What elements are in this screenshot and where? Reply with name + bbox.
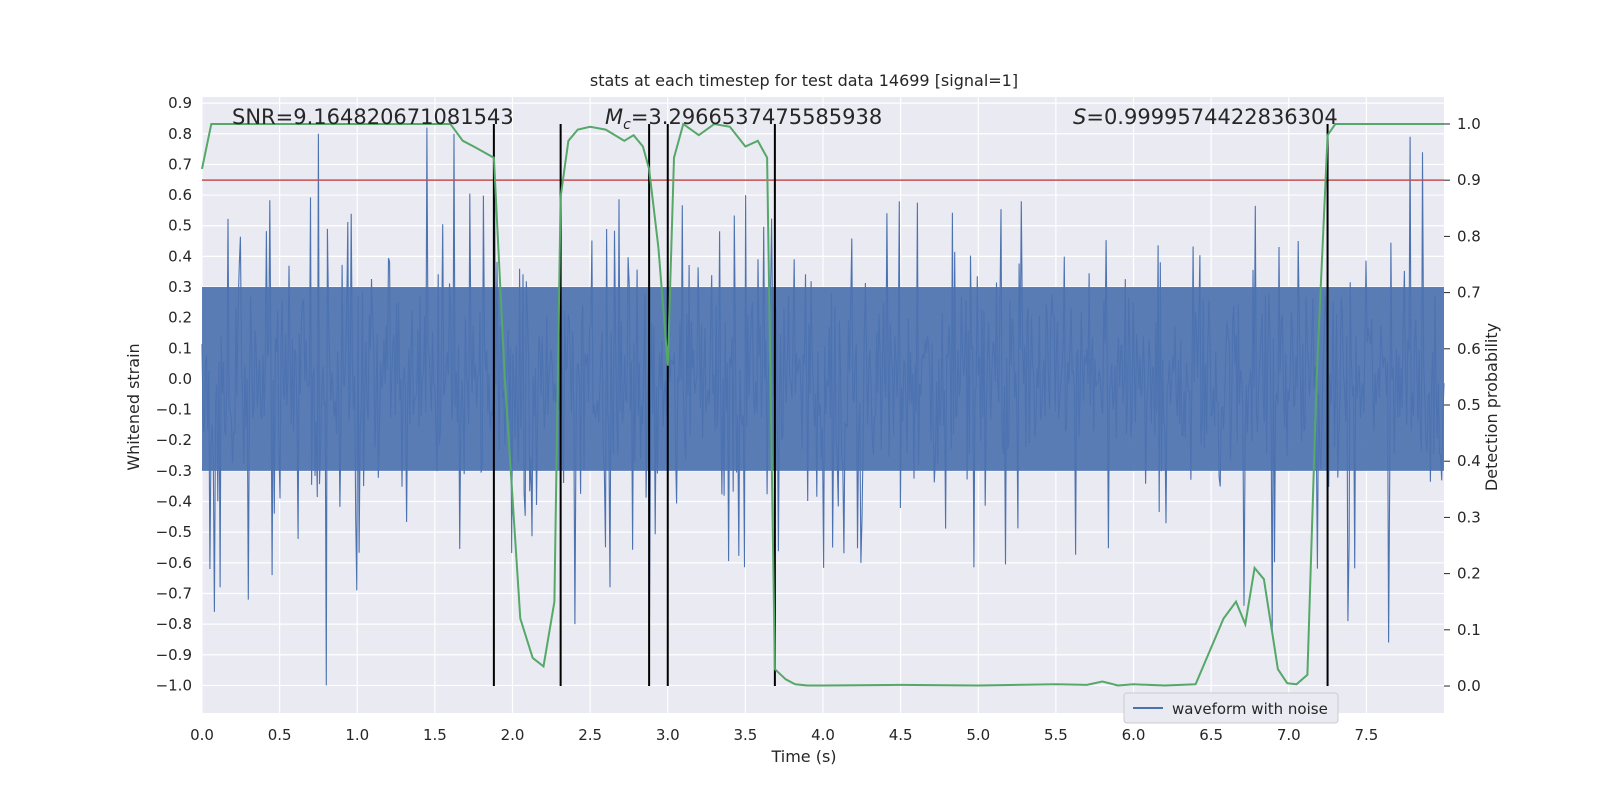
x-tick-label: 7.5: [1354, 726, 1378, 744]
waveform-dense-band: [202, 287, 1444, 471]
x-tick-label: 4.0: [811, 726, 835, 744]
x-tick-label: 4.5: [889, 726, 913, 744]
y2-tick-label: 0.8: [1457, 227, 1481, 245]
y2-tick-label: 0.5: [1457, 396, 1481, 414]
mc-subscript: c: [623, 117, 631, 133]
y-tick-label: −0.1: [156, 401, 192, 419]
chart-title: stats at each timestep for test data 146…: [590, 71, 1018, 90]
y2-tick-label: 0.2: [1457, 565, 1481, 583]
y2-tick-label: 0.6: [1457, 340, 1481, 358]
y-tick-label: 0.4: [168, 247, 192, 265]
y-tick-label: 0.3: [168, 278, 192, 296]
mc-symbol: M: [605, 105, 623, 129]
y-tick-label: 0.8: [168, 125, 192, 143]
chirp-mass-annotation: Mc=3.2966537475585938: [605, 105, 882, 133]
legend: waveform with noise: [1123, 692, 1339, 724]
x-tick-label: 3.0: [656, 726, 680, 744]
x-tick-label: 6.0: [1122, 726, 1146, 744]
y-tick-label: −0.3: [156, 462, 192, 480]
y-tick-label: 0.6: [168, 186, 192, 204]
y2-tick-label: 0.1: [1457, 621, 1481, 639]
y2-axis-label: Detection probability: [1482, 323, 1501, 491]
y-tick-label: 0.2: [168, 309, 192, 327]
legend-label: waveform with noise: [1172, 700, 1328, 718]
x-tick-label: 2.0: [501, 726, 525, 744]
y-tick-label: 0.1: [168, 339, 192, 357]
x-tick-label: 0.0: [190, 726, 214, 744]
y-axis-label: Whitened strain: [124, 343, 143, 470]
x-axis-label: Time (s): [770, 747, 836, 766]
x-tick-label: 2.5: [578, 726, 602, 744]
y-tick-label: −0.4: [156, 493, 192, 511]
x-tick-label: 1.5: [423, 726, 447, 744]
x-tick-label: 3.5: [733, 726, 757, 744]
y-tick-label: −0.8: [156, 615, 192, 633]
x-tick-label: 1.0: [345, 726, 369, 744]
x-tick-label: 0.5: [268, 726, 292, 744]
y2-tick-label: 0.0: [1457, 677, 1481, 695]
y2-tick-label: 0.3: [1457, 508, 1481, 526]
y-tick-label: −0.6: [156, 554, 192, 572]
significance-annotation: S=0.9999574422836304: [1073, 105, 1338, 129]
y-ticks: 0.9 0.8 0.7 0.6 0.5 0.4 0.3 0.2 0.1 0.0 −0.1 −0.2 −0…: [156, 94, 192, 694]
x-ticks: 0.0 0.5 1.0 1.5 2.0 2.5 3.0 3.5 4.0 4.5 5.0 5.5 6.0 6…: [190, 726, 1378, 744]
y2-tick-label: 0.4: [1457, 452, 1481, 470]
y-tick-label: 0.9: [168, 94, 192, 112]
probability-line: [201, 122, 1444, 687]
x-tick-label: 5.0: [966, 726, 990, 744]
y-tick-label: −0.2: [156, 431, 192, 449]
y-tick-label: −0.5: [156, 523, 192, 541]
mc-value: =3.2966537475585938: [631, 105, 882, 129]
x-tick-label: 6.5: [1199, 726, 1223, 744]
y-tick-label: −1.0: [156, 676, 192, 694]
y-tick-label: −0.7: [156, 584, 192, 602]
x-tick-label: 7.0: [1277, 726, 1301, 744]
y2-ticks: 1.0 0.9 0.8 0.7 0.6 0.5 0.4 0.3 0.2 0.1 0.0: [1444, 115, 1481, 695]
legend-box: [1123, 692, 1339, 724]
y-tick-label: 0.5: [168, 217, 192, 235]
x-tick-label: 5.5: [1044, 726, 1068, 744]
s-value: =0.9999574422836304: [1086, 105, 1337, 129]
waveform-series: [201, 127, 1445, 686]
y-tick-label: −0.9: [156, 646, 192, 664]
y-tick-label: 0.7: [168, 155, 192, 173]
y2-tick-label: 1.0: [1457, 115, 1481, 133]
y2-tick-label: 0.7: [1457, 284, 1481, 302]
snr-annotation: SNR=9.164820671081543: [232, 105, 514, 129]
s-symbol: S: [1073, 105, 1086, 129]
y-tick-label: 0.0: [168, 370, 192, 388]
y2-tick-label: 0.9: [1457, 171, 1481, 189]
